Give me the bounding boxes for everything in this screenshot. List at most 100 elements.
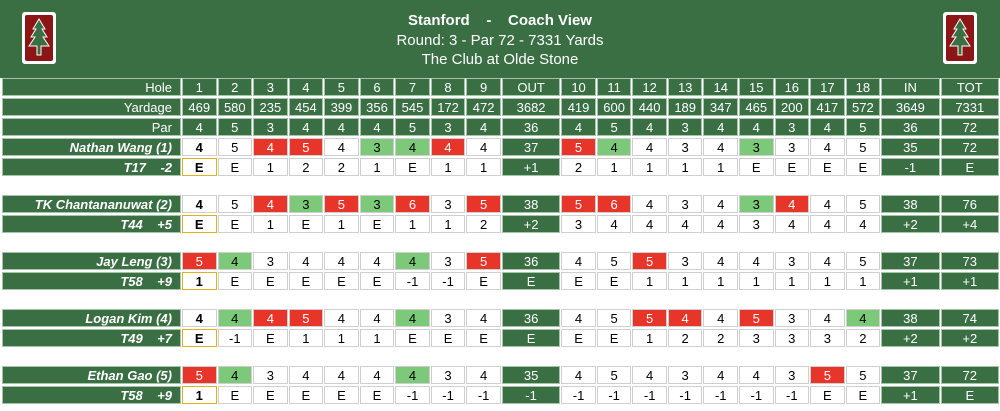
hole-score: 3: [253, 252, 288, 270]
hole-score: 4: [395, 309, 430, 327]
running-to-par: E: [810, 158, 845, 176]
yardage-label: Yardage: [2, 98, 181, 116]
page-header: Stanford - Coach View Round: 3 - Par 72 …: [0, 0, 1000, 78]
running-to-par: E: [288, 215, 324, 233]
hole-label: Hole: [2, 78, 181, 96]
running-to-par: 2: [324, 158, 359, 176]
player-position-rank: T58: [120, 388, 143, 403]
running-to-par: E: [253, 272, 288, 290]
yardage-value: 3649: [881, 98, 940, 116]
hole-score: 4: [324, 252, 359, 270]
running-to-par: 1: [182, 272, 217, 290]
hole-score: 4: [324, 138, 359, 156]
par-value: 4: [466, 118, 501, 136]
running-to-par: -1: [430, 272, 466, 290]
running-to-par: -1: [596, 386, 632, 404]
hole-score: 4: [703, 138, 738, 156]
hole-score: 4: [561, 366, 596, 384]
running-to-par: E: [466, 329, 501, 347]
running-to-par: 1: [667, 272, 703, 290]
hole-score: 5: [739, 309, 774, 327]
player-score-row: Logan Kim (4) 4 4 4 5 4 4 4 3 4 36 4 5 5 4 4 5 3 4 4 38 74: [0, 309, 1000, 329]
hole-score: 4: [810, 195, 845, 213]
yardage-value: 3682: [501, 98, 561, 116]
running-to-par: 4: [810, 215, 845, 233]
hole-score: 4: [466, 309, 501, 327]
running-to-par: 4: [632, 215, 667, 233]
course-name: The Club at Olde Stone: [421, 51, 579, 68]
hole-score: 36: [501, 309, 561, 327]
running-to-par: E: [596, 272, 632, 290]
hole-score: 5: [561, 138, 596, 156]
player-status-row: T58 +9 1 E E E E E -1 -1 -1 -1 -1 -1 -1 -1 -1 -1 -1 E E +1 E: [0, 386, 1000, 406]
hole-score: 4: [359, 252, 395, 270]
running-to-par: E: [182, 215, 217, 233]
yardage-value: 200: [774, 98, 810, 116]
yardage-value: 572: [845, 98, 881, 116]
hole-score: 5: [466, 195, 501, 213]
player-status-row: T44 +5 E E 1 E 1 E 1 1 2 +2 3 4 4 4 4 3 4 4 4 +2 +4: [0, 215, 1000, 235]
running-to-par: -1: [561, 386, 596, 404]
hole-score: 5: [466, 252, 501, 270]
running-to-par: E: [182, 329, 217, 347]
player-status-row: T58 +9 1 E E E E E -1 -1 E E E E 1 1 1 1 1 1 1 +1 +1: [0, 272, 1000, 292]
hole-score: 5: [182, 366, 217, 384]
running-to-par: E: [217, 215, 253, 233]
running-to-par: E: [359, 272, 395, 290]
hole-score: 5: [288, 309, 324, 327]
par-value: 4: [810, 118, 845, 136]
player-position-rank: T49: [120, 331, 143, 346]
running-to-par: 3: [739, 329, 774, 347]
hole-score: 35: [881, 138, 940, 156]
hole-number: 17: [810, 78, 845, 96]
hole-score: 5: [845, 252, 881, 270]
hole-number: 3: [253, 78, 288, 96]
hole-number: 10: [561, 78, 596, 96]
hole-number: 11: [596, 78, 632, 96]
player-status-row: T49 +7 E -1 E 1 1 1 E E E E E E 1 2 2 3 3 3 2 +2 +2: [0, 329, 1000, 349]
running-to-par: 2: [845, 329, 881, 347]
running-to-par: +4: [940, 215, 999, 233]
hole-score: 5: [845, 366, 881, 384]
player-position: T58 +9: [2, 272, 181, 290]
player-position: T58 +9: [2, 386, 181, 404]
hole-score: 4: [561, 252, 596, 270]
player-score-row: Nathan Wang (1) 4 5 4 5 4 3 4 4 4 37 5 4 4 3 4 3 3 4 5 35 72: [0, 138, 1000, 158]
hole-score: 4: [217, 252, 253, 270]
hole-score: 76: [940, 195, 999, 213]
running-to-par: E: [359, 215, 395, 233]
player-to-par: +5: [157, 217, 172, 232]
yardage-value: 399: [324, 98, 359, 116]
running-to-par: E: [739, 158, 774, 176]
hole-score: 6: [395, 195, 430, 213]
hole-score: 37: [881, 366, 940, 384]
par-value: 3: [253, 118, 288, 136]
par-value: 36: [501, 118, 561, 136]
hole-number: IN: [881, 78, 940, 96]
running-to-par: E: [810, 386, 845, 404]
yardage-value: 7331: [940, 98, 999, 116]
hole-score: 5: [596, 366, 632, 384]
hole-number: TOT: [940, 78, 999, 96]
running-to-par: E: [561, 329, 596, 347]
running-to-par: 3: [561, 215, 596, 233]
running-to-par: E: [430, 329, 466, 347]
hole-score: 4: [288, 366, 324, 384]
hole-score: 37: [501, 138, 561, 156]
hole-score: 4: [632, 138, 667, 156]
running-to-par: +2: [881, 329, 940, 347]
hole-score: 38: [881, 309, 940, 327]
running-to-par: E: [217, 158, 253, 176]
running-to-par: 1: [774, 272, 810, 290]
hole-score: 3: [430, 195, 466, 213]
running-to-par: +1: [881, 386, 940, 404]
hole-score: 4: [703, 195, 738, 213]
yardage-value: 454: [288, 98, 324, 116]
hole-number: 1: [182, 78, 217, 96]
running-to-par: +2: [881, 215, 940, 233]
hole-score: 72: [940, 366, 999, 384]
hole-score: 4: [739, 366, 774, 384]
running-to-par: 4: [774, 215, 810, 233]
yardage-value: 417: [810, 98, 845, 116]
par-value: 4: [324, 118, 359, 136]
